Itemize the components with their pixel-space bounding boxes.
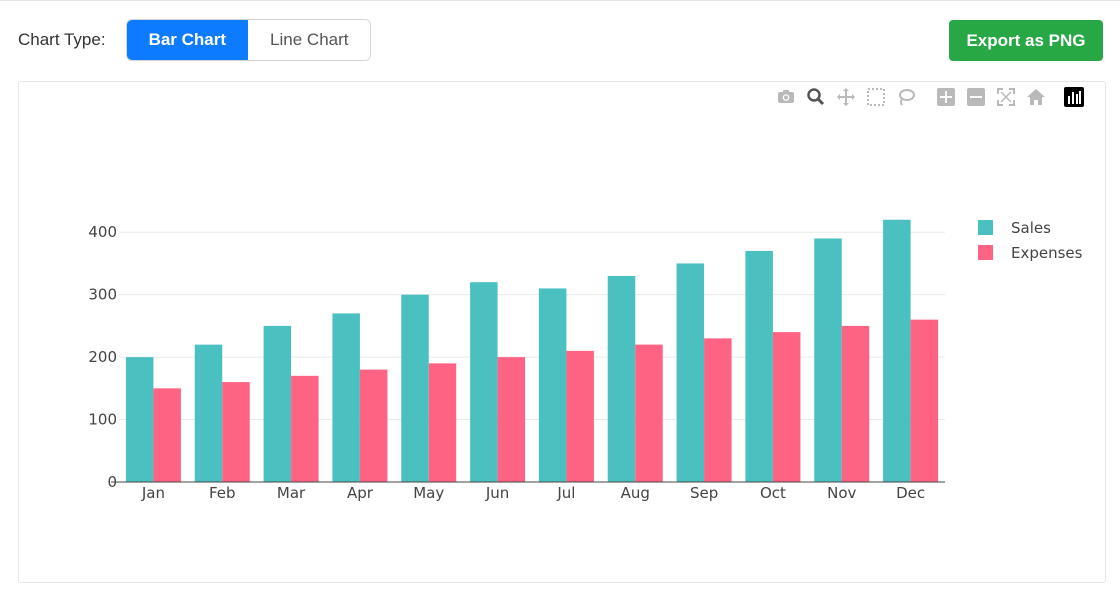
x-tick-label: Sep — [690, 484, 718, 502]
bar-expenses-apr[interactable] — [359, 369, 388, 482]
pan-icon[interactable] — [835, 87, 857, 107]
y-tick-label: 200 — [88, 348, 117, 366]
line-chart-button[interactable]: Line Chart — [248, 20, 371, 60]
bar-expenses-may[interactable] — [428, 363, 457, 482]
zoom-icon[interactable] — [805, 87, 827, 107]
bar-expenses-feb[interactable] — [222, 382, 250, 482]
x-tick-label: Mar — [277, 484, 306, 502]
bar-sales-jun[interactable] — [470, 282, 498, 482]
legend-item-sales[interactable]: Sales — [978, 215, 1082, 240]
bar-sales-dec[interactable] — [883, 219, 911, 483]
x-tick-label: Jan — [141, 484, 165, 502]
plotly-logo-icon[interactable] — [1063, 87, 1085, 107]
box-select-icon[interactable] — [865, 87, 887, 107]
bar-sales-mar[interactable] — [263, 325, 292, 482]
chart-panel — [18, 81, 1106, 583]
chart-type-toggle: Bar Chart Line Chart — [125, 19, 372, 61]
x-tick-label: Jul — [556, 484, 575, 502]
chart-legend: Sales Expenses — [978, 215, 1082, 265]
bar-expenses-aug[interactable] — [635, 344, 663, 482]
autoscale-icon[interactable] — [995, 87, 1017, 107]
legend-label-expenses: Expenses — [1011, 243, 1083, 262]
bar-sales-sep[interactable] — [676, 263, 705, 482]
bar-expenses-jan[interactable] — [153, 388, 181, 482]
x-tick-label: Feb — [209, 484, 236, 502]
bar-sales-oct[interactable] — [745, 250, 773, 482]
bar-expenses-jul[interactable] — [566, 350, 594, 482]
bar-sales-may[interactable] — [401, 294, 429, 482]
bar-expenses-mar[interactable] — [291, 375, 319, 482]
legend-item-expenses[interactable]: Expenses — [978, 240, 1082, 265]
reset-axes-icon[interactable] — [1025, 87, 1047, 107]
x-tick-label: Aug — [621, 484, 650, 502]
x-tick-label: Apr — [347, 484, 374, 502]
lasso-icon[interactable] — [895, 87, 917, 107]
top-divider — [0, 0, 1120, 1]
expenses-swatch — [978, 245, 993, 260]
plot-modebar — [775, 87, 1093, 107]
export-png-button[interactable]: Export as PNG — [949, 20, 1103, 61]
bar-chart-button[interactable]: Bar Chart — [126, 20, 249, 60]
bar-expenses-oct[interactable] — [772, 332, 801, 482]
bar-sales-jan[interactable] — [125, 357, 154, 482]
bar-sales-jul[interactable] — [538, 288, 567, 482]
x-tick-label: May — [413, 484, 444, 502]
bar-expenses-jun[interactable] — [497, 357, 526, 482]
bar-sales-feb[interactable] — [194, 344, 223, 482]
bar-expenses-nov[interactable] — [841, 325, 870, 482]
bar-sales-apr[interactable] — [332, 313, 360, 482]
x-tick-label: Dec — [896, 484, 925, 502]
camera-icon[interactable] — [775, 87, 797, 107]
bar-sales-nov[interactable] — [814, 238, 842, 482]
bar-expenses-dec[interactable] — [910, 319, 939, 482]
y-tick-label: 400 — [88, 223, 117, 241]
bar-sales-aug[interactable] — [607, 275, 636, 482]
x-tick-label: Jun — [485, 484, 509, 502]
y-tick-label: 300 — [88, 286, 117, 304]
y-tick-label: 100 — [88, 411, 117, 429]
sales-swatch — [978, 220, 993, 235]
zoom-out-icon[interactable] — [965, 87, 987, 107]
zoom-in-icon[interactable] — [935, 87, 957, 107]
chart-type-label: Chart Type: — [18, 30, 106, 49]
legend-label-sales: Sales — [1011, 218, 1051, 237]
chart-type-controls: Chart Type: Bar Chart Line Chart — [18, 19, 372, 61]
x-tick-label: Nov — [827, 484, 856, 502]
x-tick-label: Oct — [760, 484, 786, 502]
bar-expenses-sep[interactable] — [704, 338, 732, 482]
